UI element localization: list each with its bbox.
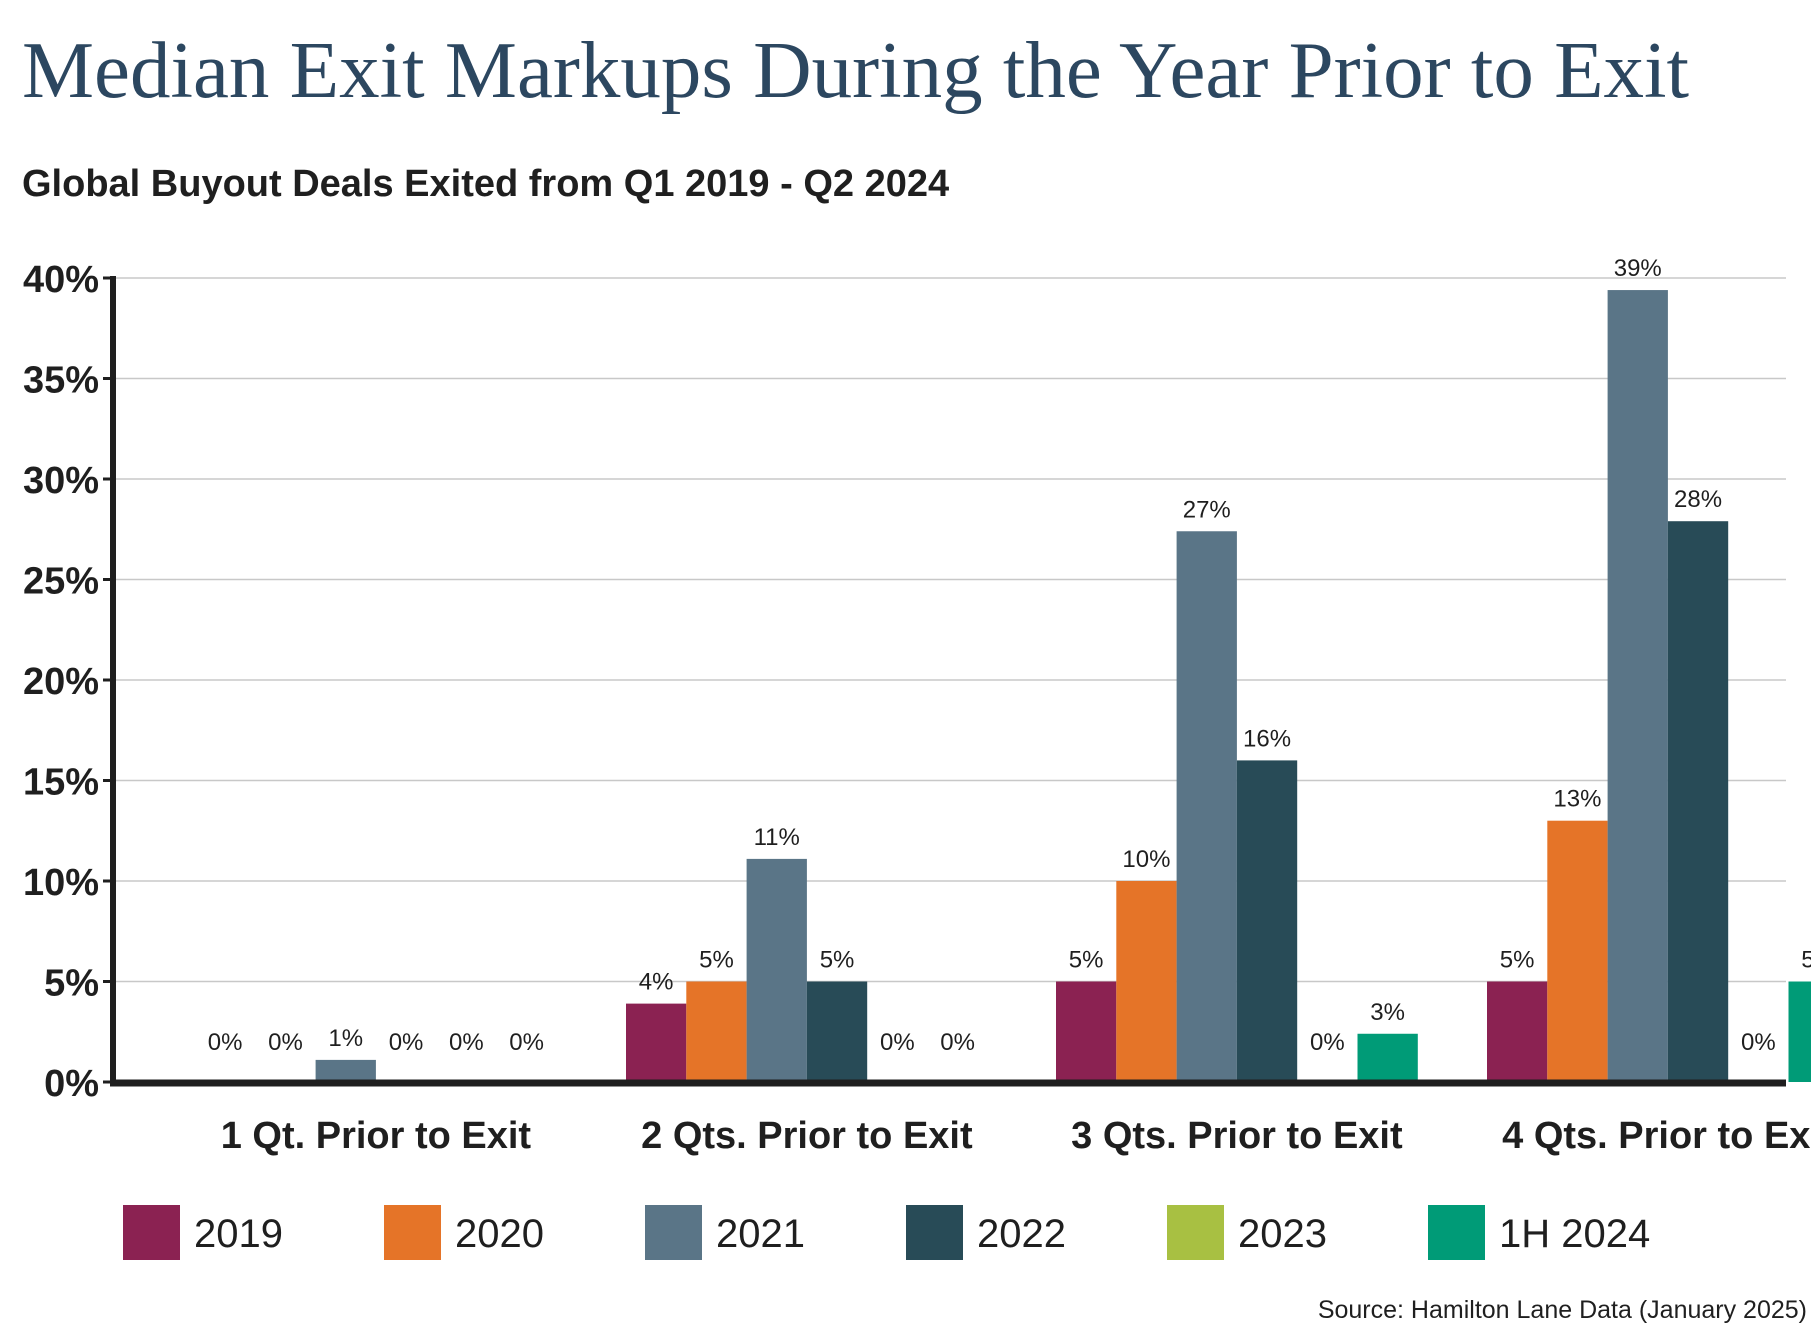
y-tick-label: 35% [23,360,99,402]
legend-label: 2020 [455,1212,544,1256]
data-label: 0% [880,1029,915,1056]
data-label: 27% [1183,496,1231,523]
data-label: 5% [1801,947,1811,974]
legend-swatch [1167,1205,1224,1260]
bar [315,1059,376,1082]
bar [626,1003,687,1082]
y-tick-label: 15% [23,762,99,804]
data-label: 16% [1243,725,1291,752]
data-label: 5% [1500,947,1535,974]
bar [1056,981,1117,1082]
data-label: 5% [1069,947,1104,974]
y-tick-label: 20% [23,661,99,703]
y-tick-label: 0% [44,1063,99,1105]
legend-swatch [1428,1205,1485,1260]
bar [1176,531,1237,1082]
bar [1487,981,1548,1082]
bar [1116,881,1177,1082]
bar [1607,290,1668,1082]
data-label: 13% [1553,786,1601,813]
x-tick-label: 3 Qts. Prior to Exit [1071,1115,1403,1157]
data-label: 39% [1614,255,1662,282]
data-label: 0% [509,1029,544,1056]
data-label: 4% [639,969,674,996]
bar [1667,521,1729,1082]
x-tick-label: 2 Qts. Prior to Exit [641,1115,973,1157]
legend-swatch [645,1205,702,1260]
legend-label: 1H 2024 [1499,1212,1650,1256]
y-tick-label: 10% [23,862,99,904]
y-tick-label: 40% [23,259,99,301]
x-tick-label: 1 Qt. Prior to Exit [221,1115,532,1157]
legend-label: 2021 [716,1212,805,1256]
legend-label: 2019 [194,1212,283,1256]
bar [746,858,807,1082]
legend-label: 2023 [1238,1212,1327,1256]
legend-swatch [906,1205,963,1260]
chart-title: Median Exit Markups During the Year Prio… [22,25,1690,115]
x-tick-label: 4 Qts. Prior to Exit [1502,1115,1811,1157]
bar [1788,981,1811,1082]
source-note: Source: Hamilton Lane Data (January 2025… [1317,1296,1807,1324]
y-tick-label: 30% [23,460,99,502]
chart-subtitle: Global Buyout Deals Exited from Q1 2019 … [22,163,950,205]
bar [1547,820,1608,1082]
data-label: 0% [449,1029,484,1056]
data-label: 5% [820,947,855,974]
bar [1236,760,1298,1082]
bar [686,981,747,1082]
bar [806,981,868,1082]
data-label: 11% [754,824,800,851]
data-label: 3% [1370,999,1405,1026]
legend-label: 2022 [977,1212,1066,1256]
bar [1357,1033,1418,1082]
y-tick-label: 5% [44,963,99,1005]
data-label: 0% [389,1029,424,1056]
data-label: 0% [268,1029,303,1056]
data-label: 0% [1310,1029,1345,1056]
data-label: 0% [940,1029,975,1056]
data-label: 28% [1674,486,1722,513]
data-label: 0% [208,1029,243,1056]
legend-swatch [123,1205,180,1260]
data-label: 5% [699,947,734,974]
data-label: 0% [1741,1029,1776,1056]
legend-swatch [384,1205,441,1260]
data-label: 1% [328,1025,363,1052]
y-tick-label: 25% [23,561,99,603]
data-label: 10% [1122,846,1170,873]
